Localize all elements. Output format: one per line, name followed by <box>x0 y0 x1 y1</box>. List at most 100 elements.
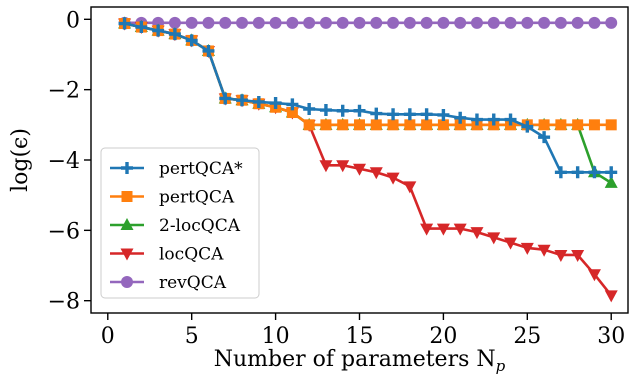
legend-marker <box>121 276 133 288</box>
x-tick-label: 30 <box>597 324 625 349</box>
data-point <box>202 16 215 29</box>
data-point <box>286 98 299 111</box>
x-tick-label: 15 <box>346 324 374 349</box>
legend-entry: 2-locQCA <box>110 216 241 236</box>
data-point <box>404 119 416 131</box>
legend-marker <box>120 218 134 230</box>
data-point <box>337 119 349 131</box>
data-point <box>152 24 165 37</box>
data-point <box>554 249 568 262</box>
series-line <box>124 22 612 174</box>
data-point <box>403 16 416 29</box>
legend-label: locQCA <box>159 245 224 265</box>
data-point <box>437 108 450 121</box>
data-point <box>370 107 383 120</box>
x-tick-label: 0 <box>101 324 115 349</box>
data-point <box>437 16 450 29</box>
legend-entry: locQCA <box>110 245 224 265</box>
data-point <box>605 119 617 131</box>
x-tick-label: 20 <box>429 324 457 349</box>
y-axis-title: log(ϵ) <box>8 128 33 192</box>
data-point <box>436 223 450 236</box>
data-point <box>454 111 467 124</box>
data-point <box>185 34 198 47</box>
data-point <box>420 16 433 29</box>
legend-label: pertQCA* <box>159 159 243 179</box>
legend-label: 2-locQCA <box>159 216 241 236</box>
legend: pertQCA* pertQCA 2-locQCA locQCA revQCA <box>100 147 260 299</box>
data-point <box>537 244 551 257</box>
x-tick-label: 10 <box>262 324 290 349</box>
data-point <box>454 16 467 29</box>
x-tick-label: 5 <box>185 324 199 349</box>
legend-entry: pertQCA* <box>110 159 243 179</box>
data-point <box>520 242 534 255</box>
data-point <box>386 172 400 185</box>
y-axis: 0 −2 −4 −6 −8 <box>48 8 91 315</box>
data-point <box>454 119 466 131</box>
data-point <box>604 290 618 303</box>
data-point <box>303 103 316 115</box>
legend-box <box>100 147 260 299</box>
data-point <box>521 16 534 29</box>
data-point <box>487 113 500 126</box>
data-point <box>403 108 416 121</box>
data-point <box>571 166 584 179</box>
legend-label: pertQCA <box>159 188 235 208</box>
data-point <box>538 131 551 144</box>
data-point <box>303 16 316 29</box>
legend-label: revQCA <box>159 273 227 293</box>
legend-marker <box>121 162 133 174</box>
data-point <box>470 227 484 240</box>
data-point <box>118 17 131 30</box>
data-point <box>354 119 365 131</box>
legend-entry: pertQCA <box>110 188 235 208</box>
data-point <box>370 16 383 29</box>
series-revQCA <box>118 16 618 29</box>
data-point <box>555 119 567 131</box>
data-point <box>605 166 618 179</box>
data-point <box>236 94 249 107</box>
data-point <box>336 104 349 117</box>
data-point <box>336 160 350 173</box>
data-point <box>353 163 366 176</box>
data-point <box>554 166 567 179</box>
data-point <box>387 108 400 121</box>
data-point <box>269 97 282 110</box>
data-point <box>538 16 551 29</box>
y-tick-label: −6 <box>48 219 80 244</box>
data-point <box>286 107 298 119</box>
data-point <box>168 28 181 41</box>
x-axis-title-main: Number of parameters N <box>214 347 496 372</box>
data-point <box>168 16 181 29</box>
data-point <box>504 237 518 250</box>
x-axis: 0 5 10 15 20 25 30 <box>101 313 625 349</box>
data-point <box>588 16 601 29</box>
data-point <box>269 16 282 29</box>
data-point <box>572 119 584 131</box>
data-point <box>219 92 232 105</box>
data-point <box>135 21 148 34</box>
legend-marker <box>121 191 133 202</box>
data-point <box>487 16 500 29</box>
plot-area <box>118 16 618 303</box>
data-point <box>604 175 618 188</box>
data-point <box>420 223 434 236</box>
data-point <box>303 119 315 131</box>
data-point <box>320 119 332 131</box>
data-point <box>587 269 601 282</box>
data-point <box>470 16 483 29</box>
data-point <box>319 104 332 117</box>
data-point <box>370 119 382 131</box>
data-point <box>421 119 433 131</box>
data-point <box>605 16 618 29</box>
data-point <box>554 16 567 29</box>
data-point <box>504 113 517 126</box>
x-axis-title: Number of parameters Np <box>214 347 506 375</box>
data-point <box>336 16 349 29</box>
data-point <box>319 16 332 29</box>
data-point <box>504 16 517 29</box>
y-tick-label: −4 <box>48 149 80 174</box>
data-point <box>571 16 584 29</box>
data-point <box>403 181 417 194</box>
